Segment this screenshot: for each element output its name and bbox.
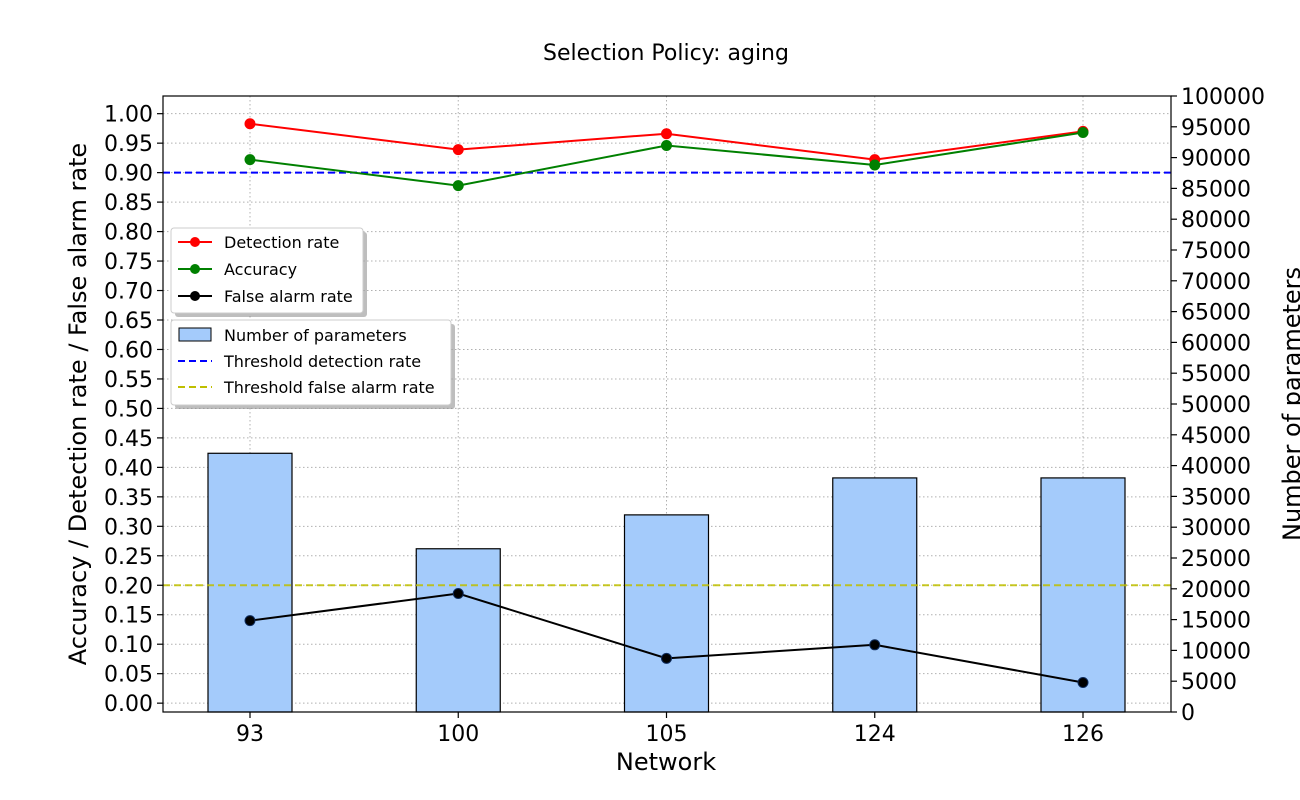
- bar-100: [415, 548, 501, 713]
- bar-93: [207, 452, 293, 713]
- right-tick-label: 95000: [1181, 116, 1251, 141]
- left-tick-label: 0.80: [104, 221, 153, 246]
- right-tick-label: 45000: [1181, 424, 1251, 449]
- point-accuracy-105: [661, 140, 672, 152]
- bar-126: [1040, 477, 1126, 713]
- legend-lines: Detection rate Accuracy False alarm rate: [170, 227, 367, 317]
- chart-title: Selection Policy: aging: [543, 41, 789, 66]
- right-tick-label: 15000: [1181, 609, 1251, 634]
- point-false-alarm-rate-93: [244, 615, 256, 627]
- point-accuracy-93: [244, 154, 256, 166]
- right-axis-label: Number of parameters: [1278, 267, 1300, 541]
- right-tick-label: 0: [1181, 701, 1195, 726]
- point-false-alarm-rate-105: [661, 652, 672, 664]
- legend-label: False alarm rate: [224, 287, 353, 306]
- point-accuracy-126: [1077, 127, 1089, 139]
- x-tick-label: 93: [236, 722, 264, 747]
- point-accuracy-124: [869, 159, 881, 171]
- right-tick-label: 40000: [1181, 455, 1251, 480]
- right-tick-label: 80000: [1181, 208, 1251, 233]
- legend-label: Threshold false alarm rate: [223, 378, 435, 397]
- point-detection-rate-105: [661, 128, 672, 140]
- x-tick-label: 124: [854, 722, 896, 747]
- left-axis: 0.00 0.05 0.10 0.15 0.20 0.25 0.30 0.35 0.40 0.45…: [104, 103, 163, 717]
- point-false-alarm-rate-100: [452, 588, 464, 600]
- right-tick-label: 75000: [1181, 239, 1251, 264]
- legend-label: Number of parameters: [224, 326, 407, 345]
- left-tick-label: 0.90: [104, 162, 153, 187]
- right-tick-label: 5000: [1181, 670, 1237, 695]
- right-tick-label: 60000: [1181, 331, 1251, 356]
- legend-marker: [190, 291, 200, 301]
- right-tick-label: 20000: [1181, 578, 1251, 603]
- legend-bar-swatch: [178, 327, 212, 342]
- left-tick-label: 0.75: [104, 250, 153, 275]
- left-tick-label: 0.35: [104, 486, 153, 511]
- right-tick-label: 100000: [1181, 85, 1265, 110]
- left-tick-label: 0.45: [104, 427, 153, 452]
- right-tick-label: 10000: [1181, 639, 1251, 664]
- bar-105: [623, 514, 710, 713]
- left-tick-label: 0.40: [104, 456, 153, 481]
- legend-label: Accuracy: [224, 260, 297, 279]
- right-tick-label: 25000: [1181, 547, 1251, 572]
- x-tick-label: 100: [437, 722, 479, 747]
- point-false-alarm-rate-126: [1077, 677, 1089, 689]
- right-tick-label: 35000: [1181, 485, 1251, 510]
- left-tick-label: 0.95: [104, 132, 153, 157]
- x-tick-label: 105: [646, 722, 688, 747]
- left-tick-label: 0.60: [104, 338, 153, 363]
- point-detection-rate-100: [452, 144, 464, 156]
- left-tick-label: 0.50: [104, 397, 153, 422]
- bars-layer: [207, 452, 1126, 713]
- lines-layer: [244, 118, 1089, 689]
- right-tick-label: 85000: [1181, 177, 1251, 202]
- left-tick-label: 0.20: [104, 574, 153, 599]
- threshold-layer: [163, 171, 1171, 587]
- legend-box: [170, 227, 364, 314]
- right-tick-label: 30000: [1181, 516, 1251, 541]
- left-tick-label: 1.00: [104, 103, 153, 128]
- point-detection-rate-93: [244, 118, 256, 130]
- x-axis-label: Network: [616, 748, 716, 776]
- legend-box: [170, 319, 452, 406]
- left-tick-label: 0.25: [104, 545, 153, 570]
- right-tick-label: 70000: [1181, 270, 1251, 295]
- left-tick-label: 0.55: [104, 368, 153, 393]
- x-axis: 93 100 105 124 126: [236, 712, 1104, 747]
- right-tick-label: 65000: [1181, 301, 1251, 326]
- point-accuracy-100: [452, 180, 464, 192]
- right-tick-label: 55000: [1181, 362, 1251, 387]
- legend-label: Detection rate: [224, 233, 339, 252]
- left-tick-label: 0.85: [104, 191, 153, 216]
- left-tick-label: 0.10: [104, 633, 153, 658]
- right-tick-label: 50000: [1181, 393, 1251, 418]
- legend-marker: [190, 264, 200, 274]
- bar-124: [832, 477, 918, 713]
- right-axis: 0 5000 10000 15000 20000 25000 30000 35000 40000…: [1171, 85, 1265, 726]
- left-axis-label: Accuracy / Detection rate / False alarm …: [64, 143, 92, 665]
- left-tick-label: 0.05: [104, 663, 153, 688]
- left-tick-label: 0.00: [104, 692, 153, 717]
- left-tick-label: 0.65: [104, 309, 153, 334]
- legend-label: Threshold detection rate: [223, 352, 421, 371]
- left-tick-label: 0.70: [104, 280, 153, 305]
- left-tick-label: 0.15: [104, 604, 153, 629]
- legend-other: Number of parameters Threshold detection …: [170, 319, 455, 409]
- left-tick-label: 0.30: [104, 515, 153, 540]
- right-tick-label: 90000: [1181, 147, 1251, 172]
- point-false-alarm-rate-124: [869, 639, 881, 651]
- legend-marker: [190, 237, 200, 247]
- x-tick-label: 126: [1062, 722, 1104, 747]
